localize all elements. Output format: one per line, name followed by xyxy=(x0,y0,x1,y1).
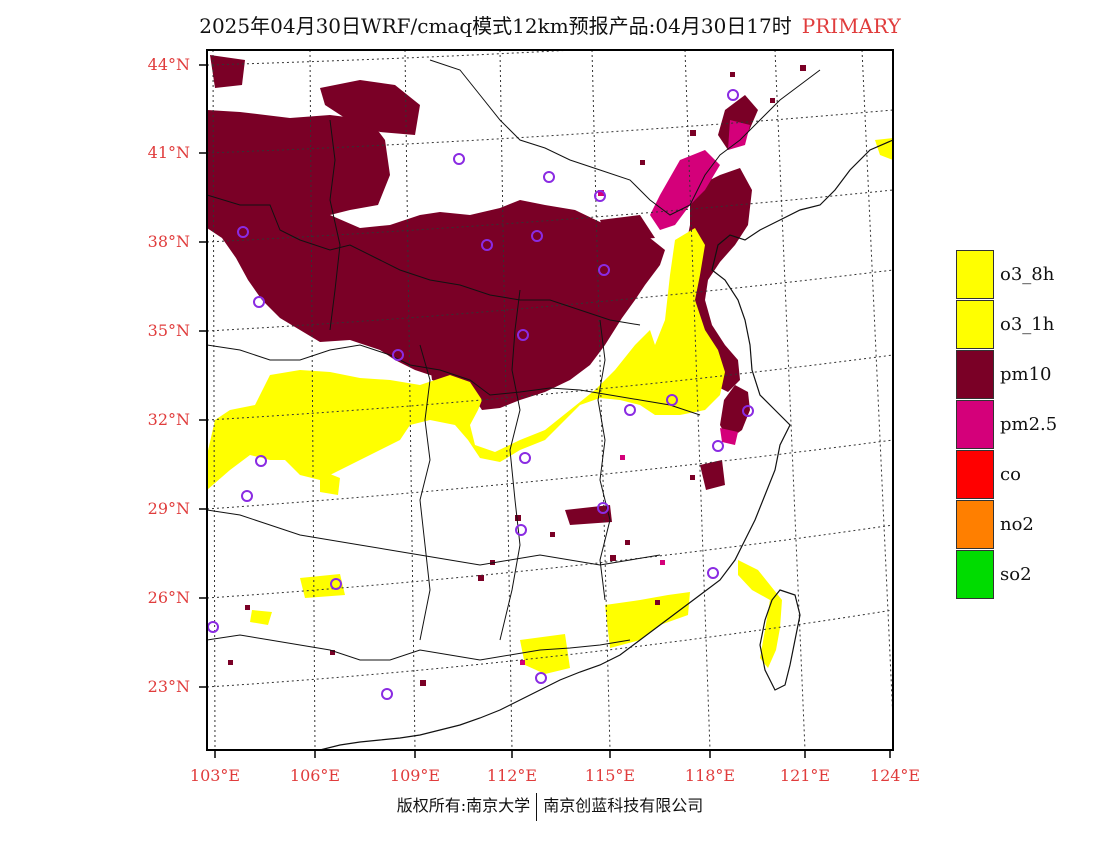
lat-label: 41°N xyxy=(147,143,190,162)
legend-swatch xyxy=(956,549,994,599)
lat-label: 44°N xyxy=(147,55,190,74)
lat-label: 38°N xyxy=(147,232,190,251)
legend-swatch xyxy=(956,299,994,349)
pm10-specks xyxy=(228,65,806,686)
map-title-text: 2025年04月30日WRF/cmaq模式12km预报产品:04月30日17时 xyxy=(199,14,792,38)
legend-label: so2 xyxy=(1000,563,1032,585)
legend-item-co: co xyxy=(956,449,1057,499)
lat-label: 32°N xyxy=(147,410,190,429)
legend-item-pm25: pm2.5 xyxy=(956,399,1057,449)
legend-swatch xyxy=(956,449,994,499)
legend-label: no2 xyxy=(1000,513,1034,535)
legend-swatch xyxy=(956,499,994,549)
legend-label: pm10 xyxy=(1000,363,1052,385)
graticule xyxy=(207,50,893,750)
province-boundaries xyxy=(207,59,821,661)
lon-label: 118°E xyxy=(684,766,736,785)
ozone-region xyxy=(207,138,893,674)
lon-label: 109°E xyxy=(389,766,441,785)
primary-tag: PRIMARY xyxy=(801,14,901,38)
legend-label: o3_1h xyxy=(1000,313,1055,335)
copyright-divider xyxy=(536,792,538,821)
legend-swatch xyxy=(956,399,994,449)
coastline xyxy=(319,139,893,750)
lat-label: 35°N xyxy=(147,321,190,340)
legend-label: co xyxy=(1000,463,1021,485)
legend-item-pm10: pm10 xyxy=(956,349,1057,399)
lon-label: 106°E xyxy=(289,766,341,785)
legend-swatch xyxy=(956,349,994,399)
legend-item-o3-8h: o3_8h xyxy=(956,249,1057,299)
legend-label: pm2.5 xyxy=(1000,413,1058,435)
lon-label: 112°E xyxy=(486,766,538,785)
pm25-region xyxy=(650,120,750,445)
lat-label: 23°N xyxy=(147,677,190,696)
lon-label: 124°E xyxy=(869,766,921,785)
city-markers xyxy=(207,89,754,700)
map-frame xyxy=(206,49,894,751)
lon-label: 121°E xyxy=(779,766,831,785)
legend-item-so2: so2 xyxy=(956,549,1057,599)
copyright-right: 南京创蓝科技有限公司 xyxy=(543,796,704,815)
map-title: 2025年04月30日WRF/cmaq模式12km预报产品:04月30日17时 P… xyxy=(0,10,1100,39)
copyright-left: 版权所有:南京大学 xyxy=(396,796,531,815)
lon-label: 103°E xyxy=(189,766,241,785)
pollutant-legend: o3_8h o3_1h pm10 pm2.5 co no2 so2 xyxy=(956,249,1057,599)
lat-label: 26°N xyxy=(147,588,190,607)
lat-label: 29°N xyxy=(147,499,190,518)
legend-item-o3-1h: o3_1h xyxy=(956,299,1057,349)
axis-ticks xyxy=(199,64,891,758)
legend-item-no2: no2 xyxy=(956,499,1057,549)
legend-label: o3_8h xyxy=(1000,263,1055,285)
legend-swatch xyxy=(956,249,994,299)
lon-label: 115°E xyxy=(584,766,636,785)
copyright-footer: 版权所有:南京大学 南京创蓝科技有限公司 xyxy=(0,792,1100,821)
